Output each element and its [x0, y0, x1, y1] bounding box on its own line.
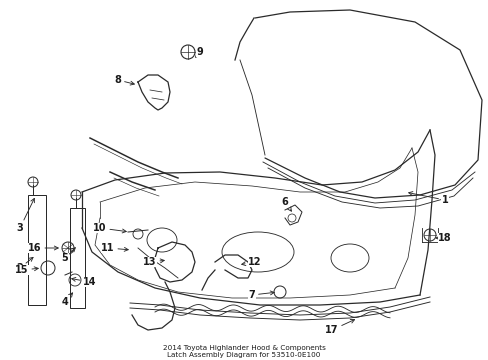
Text: 18: 18: [435, 233, 451, 243]
Text: 7: 7: [248, 290, 274, 300]
Text: 3: 3: [17, 198, 34, 233]
Text: 12: 12: [241, 257, 261, 267]
Text: 11: 11: [101, 243, 128, 253]
Text: 4: 4: [61, 293, 72, 307]
Text: 10: 10: [93, 223, 126, 233]
Text: 15: 15: [15, 265, 38, 275]
Text: 1: 1: [408, 192, 447, 205]
Text: 8: 8: [114, 75, 134, 85]
Text: 16: 16: [28, 243, 58, 253]
Text: 13: 13: [143, 257, 164, 267]
Text: 17: 17: [325, 319, 354, 335]
Text: 6: 6: [281, 197, 291, 211]
Text: 9: 9: [195, 47, 203, 57]
Text: 5: 5: [61, 248, 75, 263]
Text: 14: 14: [72, 277, 97, 287]
Text: Latch Assembly Diagram for 53510-0E100: Latch Assembly Diagram for 53510-0E100: [167, 352, 320, 358]
Text: 2: 2: [17, 257, 33, 273]
Text: 2014 Toyota Highlander Hood & Components: 2014 Toyota Highlander Hood & Components: [162, 345, 325, 351]
